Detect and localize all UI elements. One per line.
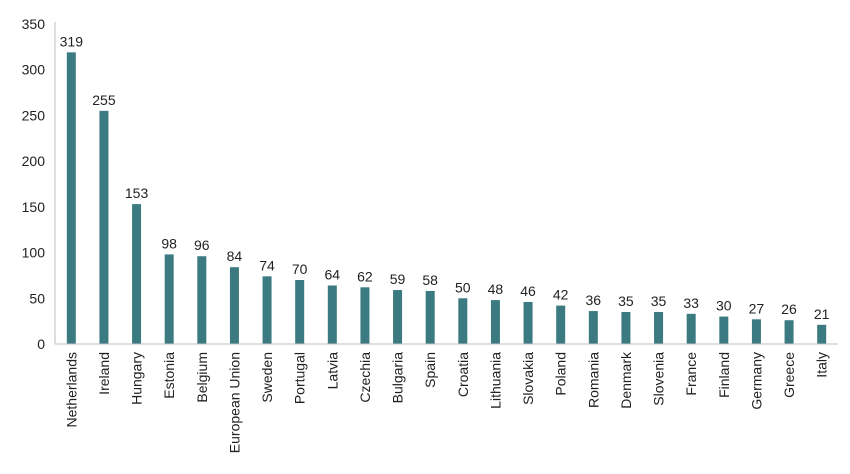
data-label: 98 xyxy=(161,235,177,251)
data-label: 62 xyxy=(357,268,373,284)
bar xyxy=(66,52,76,344)
data-label: 26 xyxy=(781,301,797,317)
data-label: 58 xyxy=(422,272,438,288)
data-label: 27 xyxy=(749,300,765,316)
bar xyxy=(99,110,109,344)
x-tick-label: Sweden xyxy=(259,352,275,403)
x-tick-label: Estonia xyxy=(161,352,177,399)
y-tick-label: 0 xyxy=(37,336,45,352)
bar xyxy=(164,254,174,344)
data-label: 46 xyxy=(520,283,536,299)
data-label: 70 xyxy=(292,261,308,277)
x-tick-label: Finland xyxy=(716,352,732,398)
x-tick-label: Belgium xyxy=(194,352,210,403)
data-label: 35 xyxy=(618,293,634,309)
bar xyxy=(719,316,729,344)
bar xyxy=(784,320,794,344)
bars-group: 319 255 153 98 96 84 74 70 64 62 59 58 50 48 46 42 36 35 3… xyxy=(60,33,830,344)
x-tick-label: Romania xyxy=(585,352,601,408)
x-tick-label: Italy xyxy=(814,352,830,378)
bar xyxy=(621,312,631,344)
y-tick-label: 300 xyxy=(22,62,46,78)
x-tick-label: Latvia xyxy=(324,352,340,390)
bar xyxy=(458,298,468,344)
x-tick-label: Poland xyxy=(553,352,569,396)
bar xyxy=(817,324,827,344)
x-tick-label: European Union xyxy=(226,352,242,453)
bar xyxy=(327,285,337,344)
bar xyxy=(588,311,598,344)
x-tick-label: Lithuania xyxy=(487,352,503,409)
bar xyxy=(393,290,403,344)
data-label: 64 xyxy=(325,266,341,282)
data-label: 319 xyxy=(60,33,84,49)
y-tick-label: 200 xyxy=(22,153,46,169)
bar xyxy=(197,256,207,344)
x-tick-label: Germany xyxy=(748,352,764,410)
x-axis: Netherlands Ireland Hungary Estonia Belgium E… xyxy=(55,343,838,453)
bar xyxy=(490,300,500,344)
y-axis: 0 50 100 150 200 250 300 350 xyxy=(22,16,56,352)
x-tick-label: Hungary xyxy=(129,352,145,405)
data-label: 153 xyxy=(125,185,149,201)
x-tick-label: France xyxy=(683,352,699,396)
data-label: 30 xyxy=(716,298,732,314)
bar xyxy=(654,312,664,344)
x-tick-label: Czechia xyxy=(357,352,373,403)
x-tick-label: Spain xyxy=(422,352,438,388)
data-label: 50 xyxy=(455,279,471,295)
bar xyxy=(360,287,370,344)
data-label: 84 xyxy=(227,248,243,264)
data-label: 33 xyxy=(683,295,699,311)
x-tick-label: Portugal xyxy=(292,352,308,404)
x-tick-label: Denmark xyxy=(618,351,634,409)
bar xyxy=(751,319,761,344)
data-label: 59 xyxy=(390,271,406,287)
bar xyxy=(523,301,533,344)
data-label: 36 xyxy=(586,292,602,308)
x-tick-label: Ireland xyxy=(96,352,112,395)
bar xyxy=(556,305,566,344)
data-label: 21 xyxy=(814,306,830,322)
data-label: 35 xyxy=(651,293,667,309)
y-tick-label: 100 xyxy=(22,245,46,261)
bar xyxy=(425,290,435,344)
x-tick-label: Greece xyxy=(781,352,797,398)
y-tick-label: 50 xyxy=(29,290,45,306)
bar xyxy=(295,280,305,344)
x-tick-label: Netherlands xyxy=(63,352,79,428)
data-label: 74 xyxy=(259,257,275,273)
x-tick-label: Slovenia xyxy=(651,352,667,406)
y-tick-label: 150 xyxy=(22,199,46,215)
data-label: 48 xyxy=(488,281,504,297)
x-tick-label: Slovakia xyxy=(520,352,536,405)
bar xyxy=(229,267,239,344)
x-tick-label: Bulgaria xyxy=(390,352,406,404)
bar xyxy=(686,313,696,344)
y-tick-label: 350 xyxy=(22,16,46,32)
data-label: 42 xyxy=(553,287,569,303)
data-label: 255 xyxy=(92,92,116,108)
x-tick-label: Croatia xyxy=(455,352,471,397)
data-label: 96 xyxy=(194,237,210,253)
y-tick-label: 250 xyxy=(22,107,46,123)
bar xyxy=(262,276,272,344)
bar xyxy=(132,204,142,344)
